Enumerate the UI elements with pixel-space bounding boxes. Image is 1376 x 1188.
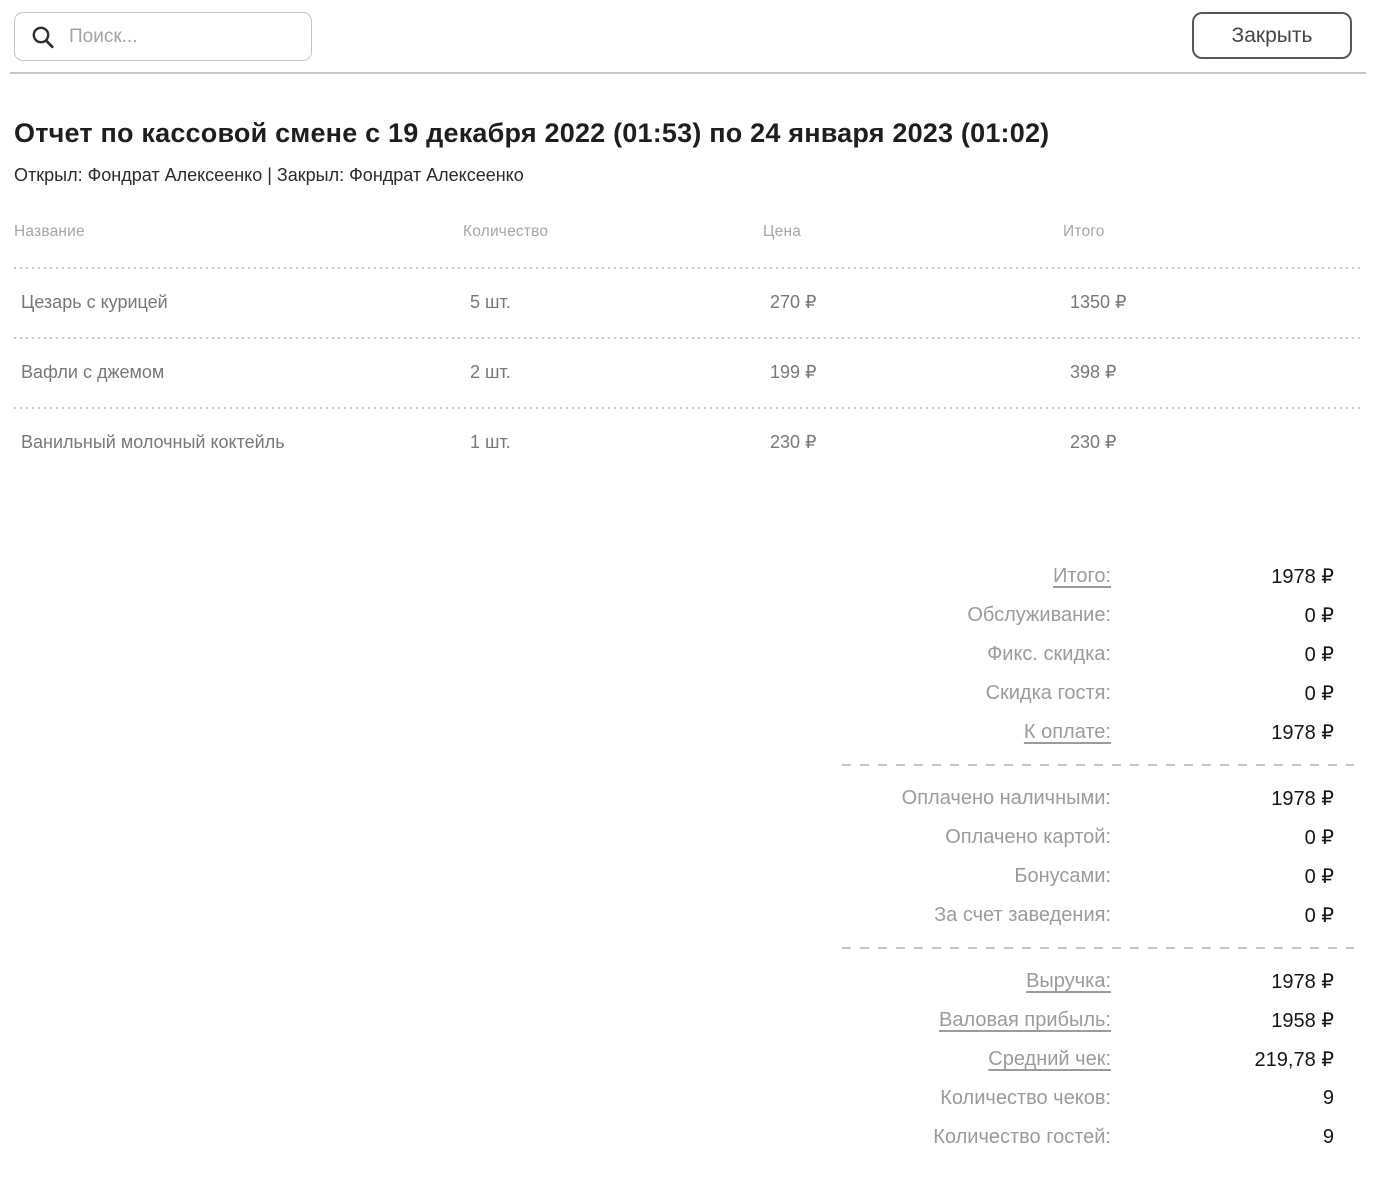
summary-value-total: 1978 ₽: [1271, 566, 1334, 588]
column-header-total: Итого: [1063, 223, 1105, 240]
summary-label-gross-profit[interactable]: Валовая прибыль:: [939, 1009, 1111, 1031]
topbar-divider: [10, 72, 1366, 74]
item-quantity: 1 шт.: [470, 431, 511, 452]
summary-row-average-check: Средний чек: 219,78 ₽: [842, 1040, 1354, 1079]
summary-row-paid-card: Оплачено картой: 0 ₽: [842, 818, 1354, 857]
summary-label-total[interactable]: Итого:: [1053, 565, 1111, 587]
summary-label-paid-card: Оплачено картой:: [945, 826, 1111, 848]
summary-value-paid-card: 0 ₽: [1304, 827, 1334, 849]
column-header-price: Цена: [763, 223, 802, 240]
table-row: Ванильный молочный коктейль 1 шт. 230 ₽ …: [14, 407, 1362, 477]
summary-row-guest-discount: Скидка гостя: 0 ₽: [842, 674, 1354, 713]
summary-value-guest-count: 9: [1322, 1126, 1334, 1148]
summary-divider: [842, 764, 1354, 766]
summary-label-bonuses: Бонусами:: [1014, 865, 1111, 887]
search-icon: [32, 26, 54, 48]
summary-value-revenue: 1978 ₽: [1271, 971, 1334, 993]
summary-row-service: Обслуживание: 0 ₽: [842, 596, 1354, 635]
summary-value-to-pay: 1978 ₽: [1271, 722, 1334, 744]
item-quantity: 5 шт.: [470, 291, 511, 312]
summary-label-to-pay[interactable]: К оплате:: [1023, 721, 1111, 743]
close-button[interactable]: Закрыть: [1192, 12, 1352, 59]
summary-row-paid-cash: Оплачено наличными: 1978 ₽: [842, 779, 1354, 818]
item-total: 230 ₽: [1070, 431, 1117, 452]
table-row: Цезарь с курицей 5 шт. 270 ₽ 1350 ₽: [14, 267, 1362, 337]
shift-summary: Итого: 1978 ₽ Обслуживание: 0 ₽ Фикс. ск…: [842, 557, 1354, 1179]
item-name: Ванильный молочный коктейль: [21, 431, 285, 452]
report-subtitle: Открыл: Фондрат Алексеенко | Закрыл: Фон…: [14, 165, 524, 185]
item-price: 270 ₽: [770, 291, 817, 312]
summary-label-paid-cash: Оплачено наличными:: [901, 787, 1111, 809]
topbar: Закрыть: [0, 0, 1376, 72]
summary-row-total: Итого: 1978 ₽: [842, 557, 1354, 596]
summary-row-check-count: Количество чеков: 9: [842, 1079, 1354, 1118]
page-title: Отчет по кассовой смене с 19 декабря 202…: [14, 118, 1050, 148]
summary-value-bonuses: 0 ₽: [1304, 866, 1334, 888]
summary-row-revenue: Выручка: 1978 ₽: [842, 962, 1354, 1001]
summary-value-on-the-house: 0 ₽: [1304, 905, 1334, 927]
column-header-name: Название: [14, 223, 85, 240]
summary-value-fixed-discount: 0 ₽: [1304, 644, 1334, 666]
summary-label-revenue[interactable]: Выручка:: [1026, 970, 1111, 992]
summary-label-fixed-discount: Фикс. скидка:: [987, 643, 1111, 665]
summary-value-paid-cash: 1978 ₽: [1271, 788, 1334, 810]
item-price: 230 ₽: [770, 431, 817, 452]
summary-value-gross-profit: 1958 ₽: [1271, 1010, 1334, 1032]
summary-value-average-check: 219,78 ₽: [1254, 1049, 1334, 1071]
summary-label-guest-count: Количество гостей:: [933, 1126, 1111, 1148]
summary-label-on-the-house: За счет заведения:: [934, 904, 1111, 926]
summary-label-check-count: Количество чеков:: [940, 1087, 1111, 1109]
item-name: Цезарь с курицей: [21, 291, 168, 312]
search-input[interactable]: [69, 25, 297, 48]
table-row: Вафли с джемом 2 шт. 199 ₽ 398 ₽: [14, 337, 1362, 407]
item-total: 398 ₽: [1070, 361, 1117, 382]
table-header-row: Название Количество Цена Итого: [14, 223, 1362, 267]
summary-divider: [842, 947, 1354, 949]
item-total: 1350 ₽: [1070, 291, 1127, 312]
items-table: Название Количество Цена Итого Цезарь с …: [14, 223, 1362, 477]
summary-row-fixed-discount: Фикс. скидка: 0 ₽: [842, 635, 1354, 674]
summary-label-average-check[interactable]: Средний чек:: [988, 1048, 1111, 1070]
summary-label-guest-discount: Скидка гостя:: [985, 682, 1111, 704]
summary-label-service: Обслуживание:: [967, 604, 1111, 626]
item-name: Вафли с джемом: [21, 361, 165, 382]
search-box[interactable]: [14, 12, 312, 61]
item-quantity: 2 шт.: [470, 361, 511, 382]
summary-row-gross-profit: Валовая прибыль: 1958 ₽: [842, 1001, 1354, 1040]
summary-value-service: 0 ₽: [1304, 605, 1334, 627]
report-content: Отчет по кассовой смене с 19 декабря 202…: [0, 118, 1376, 1179]
summary-value-guest-discount: 0 ₽: [1304, 683, 1334, 705]
summary-row-to-pay: К оплате: 1978 ₽: [842, 713, 1354, 752]
summary-row-on-the-house: За счет заведения: 0 ₽: [842, 896, 1354, 935]
column-header-quantity: Количество: [463, 223, 549, 240]
summary-row-guest-count: Количество гостей: 9: [842, 1118, 1354, 1157]
summary-row-bonuses: Бонусами: 0 ₽: [842, 857, 1354, 896]
item-price: 199 ₽: [770, 361, 817, 382]
summary-value-check-count: 9: [1322, 1087, 1334, 1109]
